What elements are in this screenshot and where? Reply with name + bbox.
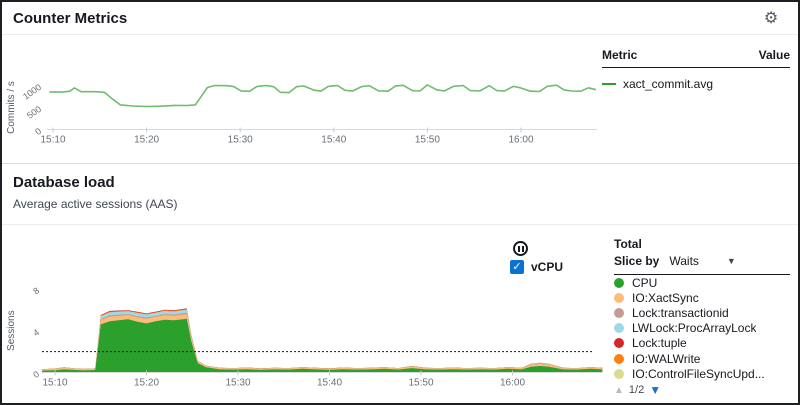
svg-text:0: 0 [31, 369, 41, 380]
legend-color-dot [614, 292, 624, 303]
page-up-icon[interactable]: ▲ [614, 384, 624, 396]
svg-text:Sessions: Sessions [6, 310, 17, 351]
database-load-subtitle: Average active sessions (AAS) [13, 197, 178, 211]
counter-metrics-title: Counter Metrics [13, 10, 128, 27]
legend-color-dot [614, 307, 624, 318]
legend-color-dot [614, 323, 624, 334]
svg-text:15:10: 15:10 [40, 135, 65, 146]
total-column-header: Total [614, 237, 642, 251]
svg-text:1000: 1000 [21, 82, 43, 102]
legend-item[interactable]: IO:XactSync [614, 290, 790, 305]
svg-text:15:40: 15:40 [321, 135, 346, 146]
counter-metrics-chart: 15:10 15:20 15:30 15:40 15:50 16:00 0 500 1000Co… [6, 81, 597, 146]
series-swatch [602, 83, 616, 85]
pause-icon[interactable] [513, 241, 528, 256]
svg-text:15:30: 15:30 [228, 135, 253, 146]
svg-text:4: 4 [31, 327, 41, 338]
slice-by-dropdown[interactable]: Waits [669, 254, 699, 268]
vcpu-toggle-row: ✓ vCPU [510, 260, 563, 274]
slice-by-label: Slice by [614, 254, 660, 268]
page-down-icon[interactable]: ▼ [649, 383, 662, 398]
page-indicator: 1/2 [628, 384, 645, 397]
legend-item[interactable]: LWLock:ProcArrayLock [614, 321, 790, 336]
svg-text:16:00: 16:00 [508, 135, 533, 146]
legend-pager: ▲ 1/2 ▼ [614, 383, 790, 397]
metric-table-body: xact_commit.avg [602, 77, 790, 91]
chevron-down-icon[interactable]: ▼ [726, 256, 736, 266]
gear-icon[interactable]: ⚙ [760, 8, 782, 30]
pause-bar [521, 245, 524, 252]
metric-column-header: Metric [602, 48, 638, 62]
section-divider [2, 163, 798, 164]
legend-item[interactable]: Lock:transactionid [614, 305, 790, 320]
svg-text:15:40: 15:40 [317, 378, 342, 389]
database-load-title: Database load [13, 174, 115, 191]
svg-text:0: 0 [33, 126, 43, 137]
metric-row: xact_commit.avg [602, 77, 790, 91]
legend-color-dot [614, 368, 624, 379]
vcpu-label: vCPU [531, 260, 564, 274]
svg-text:15:20: 15:20 [134, 135, 159, 146]
svg-text:15:50: 15:50 [415, 135, 440, 146]
legend-item[interactable]: IO:ControlFileSyncUpd... [614, 366, 790, 381]
metric-name: xact_commit.avg [623, 77, 714, 91]
vcpu-checkbox[interactable]: ✓ [510, 260, 524, 274]
svg-text:15:10: 15:10 [42, 378, 67, 389]
header-divider [2, 34, 798, 35]
legend-item[interactable]: IO:WALWrite [614, 351, 790, 366]
metric-table-header: Metric Value [602, 48, 790, 68]
svg-text:16:00: 16:00 [500, 378, 525, 389]
legend-color-dot [614, 277, 624, 288]
subheader-divider [2, 224, 798, 225]
value-column-header: Value [758, 48, 790, 62]
legend-color-dot [614, 353, 624, 364]
legend-item[interactable]: CPU [614, 275, 790, 290]
svg-text:15:30: 15:30 [225, 378, 250, 389]
legend-item[interactable]: Lock:tuple [614, 336, 790, 351]
svg-text:8: 8 [31, 285, 41, 296]
legend-item-list: CPU IO:XactSync Lock:transactionid LWLoc… [614, 275, 790, 381]
waits-legend-panel: Total Slice by Waits ▼ CPU IO:XactSync L… [614, 237, 790, 397]
svg-text:500: 500 [25, 104, 43, 121]
metric-legend-table: Metric Value xact_commit.avg [602, 48, 790, 91]
slice-by-row: Slice by Waits ▼ [614, 254, 790, 275]
svg-text:15:50: 15:50 [408, 378, 433, 389]
svg-text:Commits / s: Commits / s [6, 81, 17, 134]
legend-color-dot [614, 338, 624, 349]
svg-text:15:20: 15:20 [134, 378, 159, 389]
pause-bar [517, 245, 520, 252]
database-load-chart: 15:10 15:20 15:30 15:40 15:50 16:00 0 4 8 Session… [6, 285, 603, 389]
